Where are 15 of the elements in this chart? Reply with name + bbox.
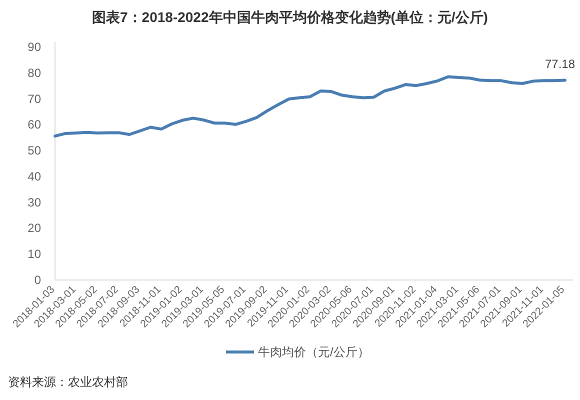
legend-label: 牛肉均价（元/公斤） [258,345,370,359]
y-tick-label: 10 [28,247,42,262]
y-tick-label: 60 [28,118,42,132]
text: 资料来源：农业农村部 [8,375,128,389]
y-tick-label: 90 [28,40,42,54]
annotation: 77.18 [544,57,576,72]
y-tick-label: 40 [28,169,42,184]
y-tick-label: 70 [28,92,42,106]
y-tick-label: 80 [28,66,42,80]
y-tick-label: 50 [28,144,42,158]
y-tick-label: 0 [34,273,42,287]
line-series [54,75,566,138]
y-tick-label: 30 [28,195,42,210]
y-tick-label: 20 [28,221,42,236]
chart-title: 图表7：2018-2022年中国牛肉平均价格变化趋势(单位：元/公斤) [92,9,488,25]
